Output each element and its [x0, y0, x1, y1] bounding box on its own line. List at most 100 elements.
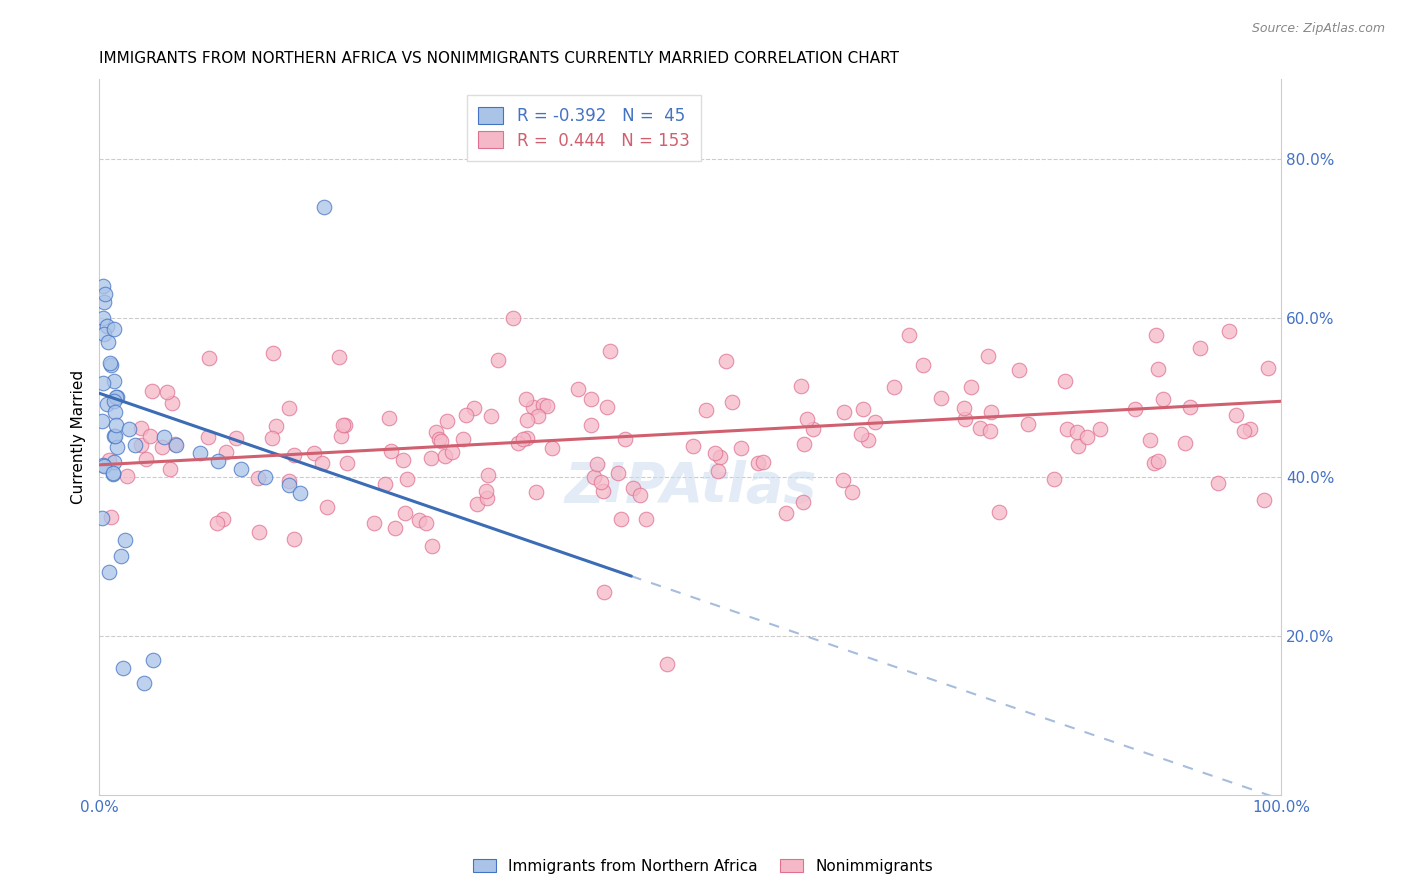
Point [451, 432, 474, 446]
Point [420, 451, 443, 466]
Point [1225, 408, 1247, 422]
Point [333, 417, 356, 432]
Point [150, 440, 173, 454]
Point [139, 429, 162, 443]
Point [634, 512, 657, 526]
Point [531, 398, 554, 412]
Point [105, 390, 128, 404]
Point [94, 287, 117, 301]
Point [856, 434, 879, 448]
Point [96, 318, 118, 333]
Point [363, 516, 385, 531]
Point [1066, 425, 1088, 439]
Point [247, 471, 270, 485]
Point [582, 470, 605, 484]
Point [316, 500, 339, 514]
Point [980, 405, 1002, 419]
Point [103, 394, 125, 409]
Point [730, 441, 752, 455]
Point [118, 422, 141, 436]
Point [607, 466, 630, 480]
Point [98, 453, 121, 467]
Point [775, 506, 797, 520]
Point [1147, 362, 1170, 376]
Point [1143, 456, 1166, 470]
Point [508, 435, 530, 450]
Point [141, 384, 163, 399]
Point [1067, 439, 1090, 453]
Point [524, 485, 547, 500]
Point [567, 382, 589, 396]
Point [516, 431, 538, 445]
Point [522, 400, 544, 414]
Point [104, 429, 127, 443]
Point [456, 408, 478, 422]
Point [655, 657, 678, 671]
Point [131, 420, 153, 434]
Point [104, 417, 127, 432]
Point [465, 497, 488, 511]
Point [988, 505, 1011, 519]
Point [614, 432, 637, 446]
Point [207, 454, 229, 468]
Point [695, 403, 717, 417]
Point [215, 445, 238, 459]
Point [593, 585, 616, 599]
Point [849, 427, 872, 442]
Point [865, 415, 887, 429]
Point [283, 533, 305, 547]
Point [100, 509, 122, 524]
Point [134, 676, 156, 690]
Point [1233, 424, 1256, 438]
Point [225, 431, 247, 445]
Point [463, 401, 485, 416]
Point [440, 445, 463, 459]
Point [262, 346, 284, 360]
Point [475, 491, 498, 506]
Point [328, 351, 350, 365]
Point [592, 483, 614, 498]
Point [911, 358, 934, 372]
Y-axis label: Currently Married: Currently Married [72, 370, 86, 504]
Point [277, 474, 299, 488]
Point [129, 438, 152, 452]
Point [1206, 476, 1229, 491]
Point [1178, 400, 1201, 414]
Point [312, 200, 335, 214]
Legend: R = -0.392   N =  45, R =  0.444   N = 153: R = -0.392 N = 45, R = 0.444 N = 153 [467, 95, 702, 161]
Point [955, 411, 977, 425]
Point [1152, 392, 1174, 406]
Point [801, 422, 824, 436]
Point [427, 432, 450, 446]
Point [841, 484, 863, 499]
Point [1008, 363, 1031, 377]
Point [1144, 328, 1167, 343]
Point [610, 512, 633, 526]
Point [96, 397, 118, 411]
Point [433, 449, 456, 463]
Point [709, 450, 731, 464]
Text: ZIPAtlas: ZIPAtlas [564, 460, 817, 514]
Point [105, 440, 128, 454]
Point [159, 461, 181, 475]
Point [277, 401, 299, 415]
Point [527, 409, 550, 424]
Point [142, 652, 165, 666]
Point [486, 353, 509, 368]
Point [91, 376, 114, 390]
Point [135, 452, 157, 467]
Point [1218, 324, 1240, 338]
Text: Source: ZipAtlas.com: Source: ZipAtlas.com [1251, 22, 1385, 36]
Point [205, 516, 228, 530]
Point [101, 466, 124, 480]
Point [536, 399, 558, 413]
Point [621, 481, 644, 495]
Point [98, 356, 121, 370]
Point [264, 419, 287, 434]
Point [114, 533, 136, 548]
Point [97, 565, 120, 579]
Point [929, 391, 952, 405]
Point [391, 452, 413, 467]
Point [540, 441, 562, 455]
Point [91, 310, 114, 325]
